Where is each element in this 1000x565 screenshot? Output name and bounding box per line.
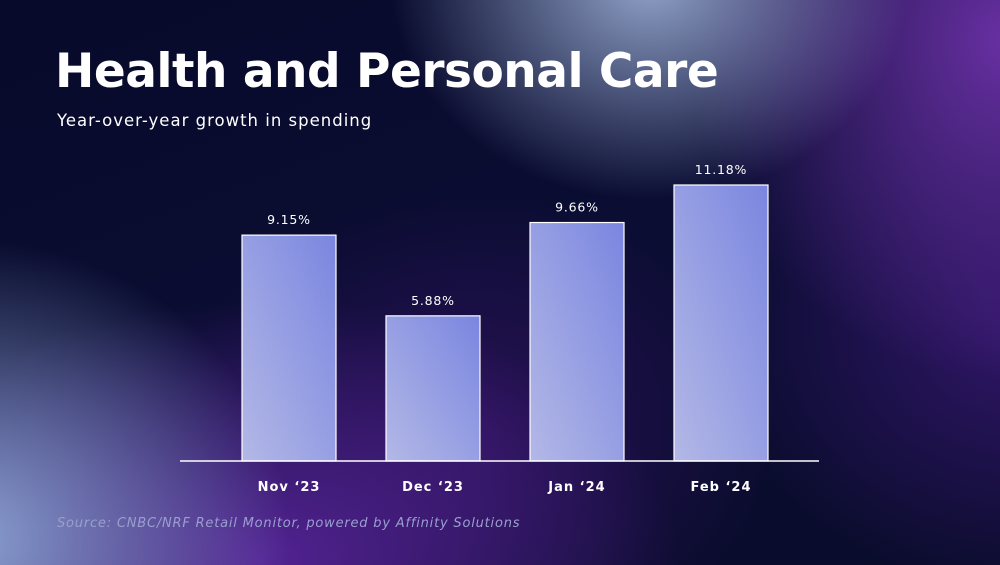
value-label-3: 11.18% xyxy=(695,162,747,177)
chart-subtitle: Year-over-year growth in spending xyxy=(57,111,373,130)
source-note: Source: CNBC/NRF Retail Monitor, powered… xyxy=(57,516,521,531)
category-label-1: Dec ‘23 xyxy=(402,480,464,495)
bar-2 xyxy=(529,221,625,462)
chart-title: Health and Personal Care xyxy=(55,44,719,99)
category-label-0: Nov ‘23 xyxy=(258,480,321,495)
value-label-2: 9.66% xyxy=(555,200,599,215)
value-label-1: 5.88% xyxy=(411,293,455,308)
category-label-2: Jan ‘24 xyxy=(547,480,605,495)
bar-3 xyxy=(673,184,769,462)
bar-1 xyxy=(385,315,481,462)
bar-0 xyxy=(241,234,337,462)
value-label-0: 9.15% xyxy=(267,212,311,227)
category-label-3: Feb ‘24 xyxy=(690,480,751,495)
